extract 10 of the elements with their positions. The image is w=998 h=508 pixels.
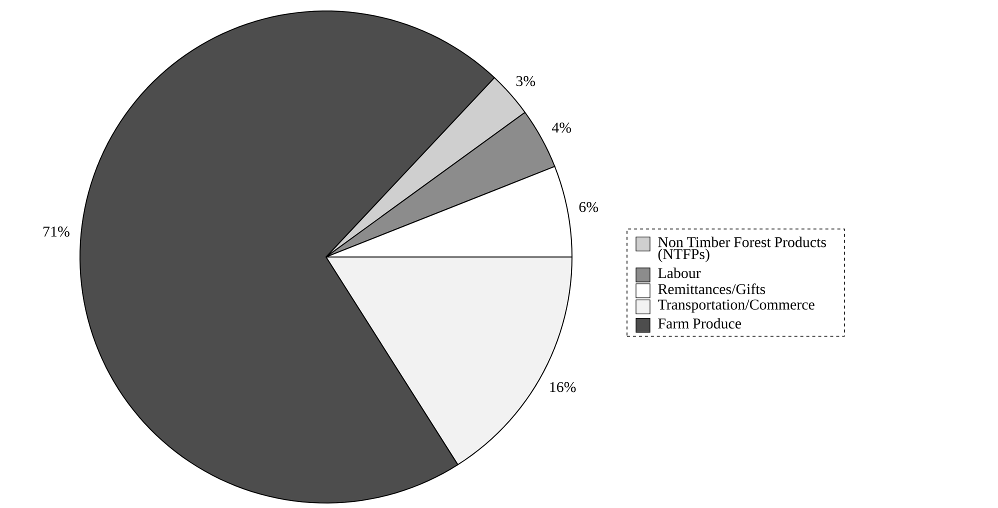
legend-label: Remittances/Gifts xyxy=(658,284,766,294)
legend-label: Transportation/Commerce xyxy=(658,300,814,313)
legend-label: Farm Produce xyxy=(658,318,742,329)
data-label: 6% xyxy=(579,202,598,212)
data-label: 71% xyxy=(44,226,70,237)
data-label: 16% xyxy=(550,382,576,392)
legend-label: Non Timber Forest Products (NTFPs) xyxy=(658,236,826,262)
legend-label: Labour xyxy=(658,268,701,278)
data-label: 3% xyxy=(516,76,536,86)
data-label: 4% xyxy=(552,122,572,133)
